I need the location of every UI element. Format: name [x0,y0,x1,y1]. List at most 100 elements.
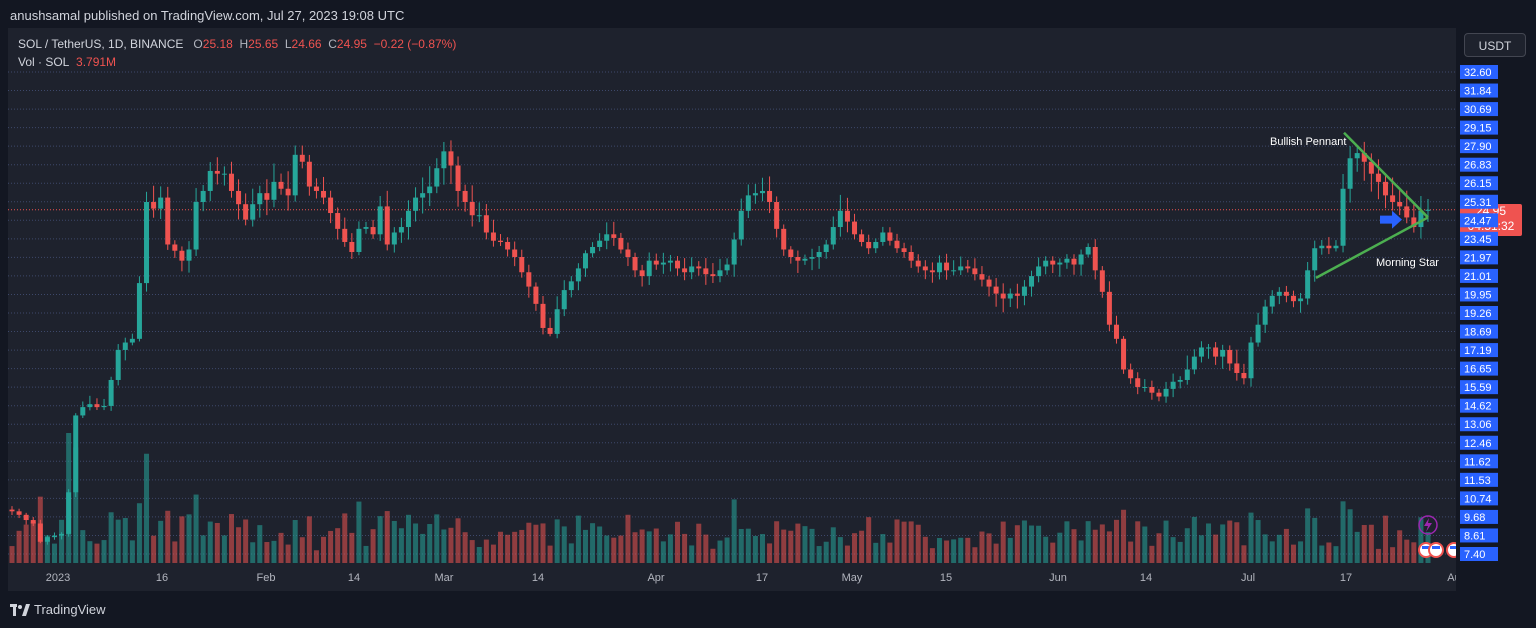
volume-bar [1128,541,1134,563]
candle-body [1354,153,1360,159]
candle-body [250,204,256,220]
ohlc-legend: SOL / TetherUS, 1D, BINANCE O25.18 H25.6… [18,37,456,51]
candle-body [356,228,362,252]
price-chart[interactable]: Bullish Pennant Morning Star 2023 16 Feb 14 Ma… [8,28,1456,591]
footer-brand[interactable]: TradingView [10,602,106,617]
candle-body [1078,254,1084,265]
volume-bar [151,535,157,563]
candle-body [1425,209,1431,211]
volume-bar [1050,542,1056,563]
price-tick-bg [1460,157,1498,172]
volume-bar [356,501,362,563]
volume-bar [221,535,227,563]
candle-body [144,201,150,284]
volume-bar [1241,545,1247,563]
candle-body [391,232,397,245]
volume-bar [1326,542,1332,563]
candle-body [363,227,369,229]
volume-bar [639,529,645,563]
volume-bar [483,539,489,563]
close-label: C [328,37,337,51]
time-tick-label: Jun [1049,572,1067,584]
candle-body [1312,248,1318,271]
volume-bar [129,540,135,563]
volume-bar [1029,525,1035,563]
volume-bar [1220,524,1226,563]
volume-bar [625,514,631,563]
price-tick-label: 32.60 [1464,67,1492,79]
volume-bar [165,510,171,563]
price-axis[interactable]: 32.60 31.84 30.69 29.15 27.90 26.83 26.15 25.31… [1456,28,1536,591]
volume-bar [1276,534,1282,563]
price-tick-bg [1460,306,1498,320]
time-tick-label: 14 [1140,572,1152,584]
volume-bar [852,533,858,563]
volume-bar [1121,509,1127,563]
volume-bar [420,533,426,563]
volume-bar [271,540,277,563]
candle-body [887,232,893,241]
candle-body [292,154,298,196]
candle-body [1269,295,1275,307]
price-tick-bg [1460,491,1498,506]
volume-bar [16,530,22,563]
candle-body [377,206,383,235]
time-tick-label: 14 [532,572,544,584]
price-tick-label: 21.01 [1464,271,1492,283]
time-tick-label: 17 [1340,572,1352,584]
candle-body [1340,188,1346,246]
candle-body [271,181,277,200]
volume-bar [498,531,504,563]
symbol-label[interactable]: SOL / TetherUS, 1D, BINANCE [18,37,184,51]
lightning-icon [1418,515,1438,535]
candle-body [87,404,93,408]
price-tick-label: 9.68 [1464,512,1485,524]
volume-bar [44,535,50,563]
candle-body [682,268,688,273]
volume-bar [405,514,411,563]
candle-body [73,415,79,493]
volume-bar [250,542,256,563]
candle-body [922,266,928,271]
price-tick-label: 26.15 [1464,178,1492,190]
volume-bar [1177,541,1183,563]
candle-body [788,249,794,258]
volume-bar [611,537,617,563]
volume-bar [986,533,992,563]
candle-body [1283,291,1289,296]
candle-body [1071,258,1077,265]
candle-body [1099,270,1105,292]
candle-body [1135,378,1141,387]
price-tick-bg [1460,268,1498,283]
volume-bar [816,546,822,563]
candle-body [752,193,758,196]
time-tick-label: Feb [257,572,276,584]
candle-body [1326,245,1332,249]
volume-bar [115,519,121,563]
volume-bar [561,526,567,563]
candle-body [703,268,709,275]
volume-bar [590,523,596,563]
candle-body [1383,181,1389,196]
volume-bar [540,523,546,563]
chart-pane[interactable] [8,28,1456,591]
candle-body [554,309,560,334]
candle-body [16,511,22,515]
volume-bar [944,540,950,563]
volume-bar [1135,521,1141,563]
volume-label[interactable]: Vol · SOL [18,55,70,69]
volume-bar [243,519,249,563]
candle-body [342,228,348,242]
candle-body [1057,262,1063,265]
price-tick-label: 23.45 [1464,234,1492,246]
currency-button[interactable]: USDT [1464,33,1526,57]
volume-bar [257,525,263,563]
volume-bar [1206,523,1212,563]
volume-bar [448,527,454,563]
price-tick-bg [1460,213,1498,228]
price-tick-label: 18.69 [1464,327,1492,339]
volume-bar [837,537,843,563]
volume-bar [1085,521,1091,563]
price-tick-bg [1460,287,1498,302]
candle-body [243,204,249,220]
